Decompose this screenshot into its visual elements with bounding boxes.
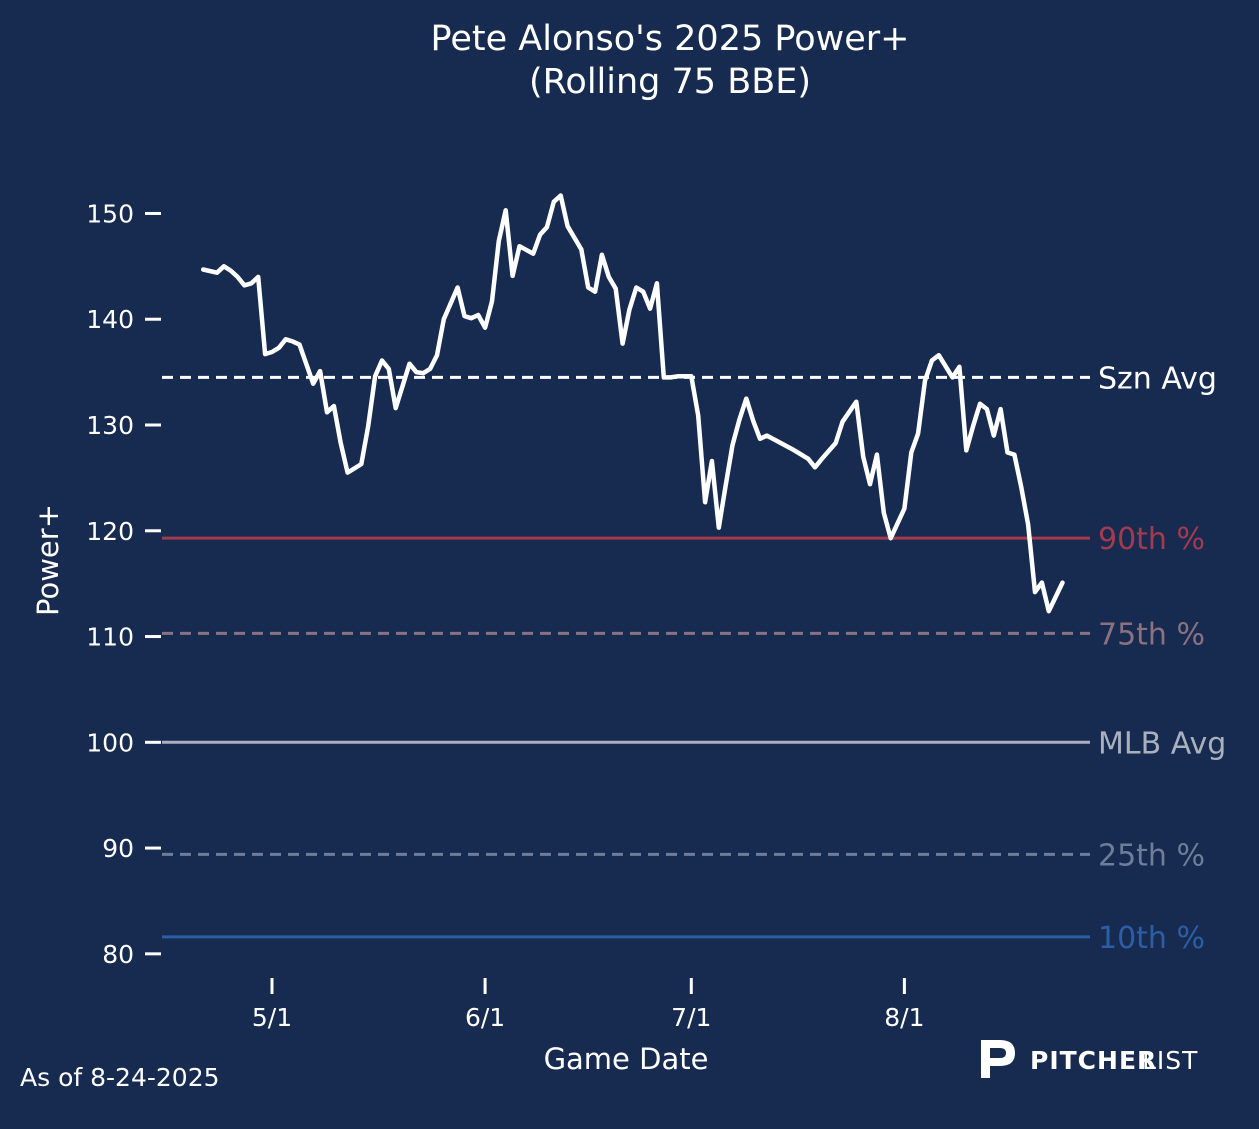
y-tick-label: 110 [86,623,134,652]
y-tick-label: 120 [86,517,134,546]
x-axis-label: Game Date [544,1042,709,1076]
ref-label-90th: 90th % [1098,522,1205,557]
series-line-power-plus [200,193,1065,614]
x-tick-label: 6/1 [465,1003,505,1032]
chart-title-line-2: (Rolling 75 BBE) [529,62,811,102]
as-of-date-note: As of 8-24-2025 [20,1063,220,1092]
y-tick-label: 140 [86,305,134,334]
x-axis-ticks: 5/1 6/1 7/1 8/1 [252,978,925,1032]
ref-label-mlb-avg: MLB Avg [1098,726,1226,761]
y-tick-label: 150 [86,199,134,228]
y-axis-ticks: 80 90 100 110 120 130 140 150 [86,199,161,969]
pitcherlist-logo: PITCHER LIST [981,1040,1198,1078]
brand-name-thin: LIST [1142,1046,1198,1075]
chart-title-line-1: Pete Alonso's 2025 Power+ [430,19,909,59]
x-tick-label: 7/1 [671,1003,711,1032]
y-tick-label: 130 [86,411,134,440]
ref-label-75th: 75th % [1098,617,1205,652]
ref-label-25th: 25th % [1098,838,1205,873]
reference-lines: Szn Avg 90th % 75th % MLB Avg 25th % 10th % [162,361,1226,956]
x-tick-label: 5/1 [252,1003,292,1032]
series-layer [200,193,1065,614]
ref-label-szn-avg: Szn Avg [1098,361,1217,396]
y-axis-label: Power+ [31,504,65,616]
y-tick-label: 80 [102,940,134,969]
ref-label-10th: 10th % [1098,921,1205,956]
brand-name-bold: PITCHER [1030,1046,1157,1075]
x-tick-label: 8/1 [884,1003,924,1032]
y-tick-label: 90 [102,834,134,863]
y-tick-label: 100 [86,728,134,757]
pitcherlist-p-icon [981,1040,1015,1078]
